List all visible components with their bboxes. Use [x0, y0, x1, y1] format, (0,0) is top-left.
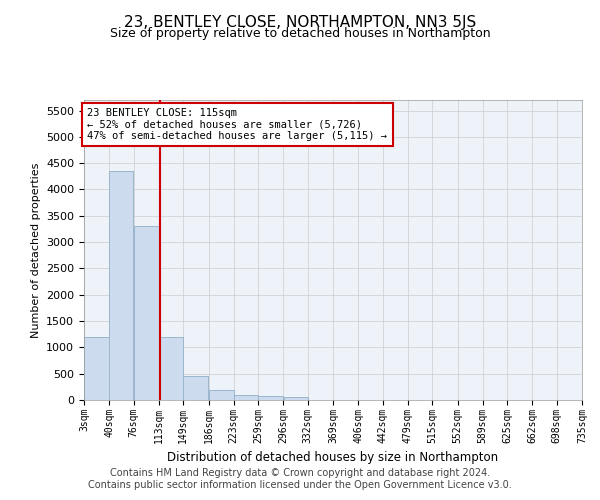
Y-axis label: Number of detached properties: Number of detached properties	[31, 162, 41, 338]
Text: Size of property relative to detached houses in Northampton: Size of property relative to detached ho…	[110, 28, 490, 40]
Text: 23, BENTLEY CLOSE, NORTHAMPTON, NN3 5JS: 23, BENTLEY CLOSE, NORTHAMPTON, NN3 5JS	[124, 15, 476, 30]
Text: Contains HM Land Registry data © Crown copyright and database right 2024.
Contai: Contains HM Land Registry data © Crown c…	[88, 468, 512, 490]
Bar	[134, 226, 158, 400]
X-axis label: Distribution of detached houses by size in Northampton: Distribution of detached houses by size …	[167, 451, 499, 464]
Bar	[109, 171, 133, 400]
Bar	[84, 337, 109, 400]
Bar	[184, 376, 208, 400]
Bar	[234, 396, 258, 400]
Bar	[159, 337, 183, 400]
Bar	[284, 397, 308, 400]
Bar	[209, 390, 233, 400]
Bar	[259, 396, 283, 400]
Text: 23 BENTLEY CLOSE: 115sqm
← 52% of detached houses are smaller (5,726)
47% of sem: 23 BENTLEY CLOSE: 115sqm ← 52% of detach…	[88, 108, 388, 141]
